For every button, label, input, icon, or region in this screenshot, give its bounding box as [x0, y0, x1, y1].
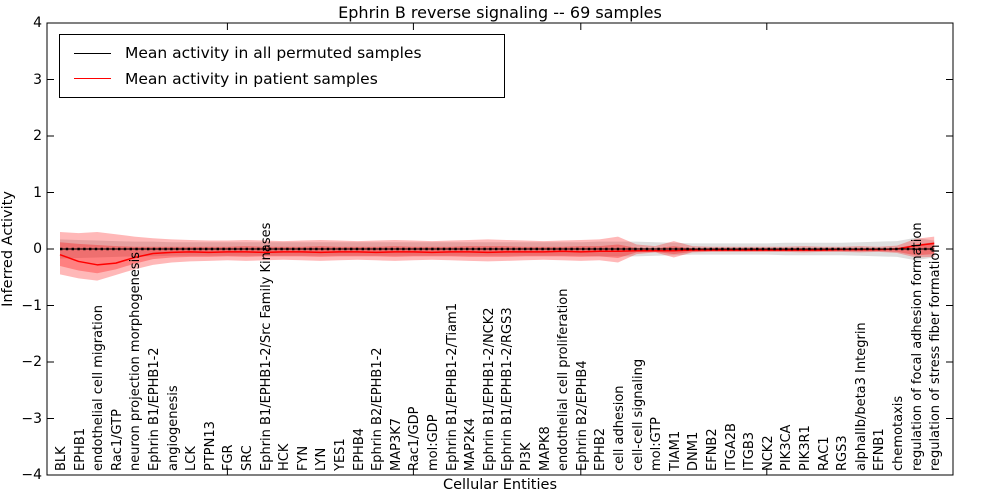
x-axis-label: Cellular Entities — [442, 477, 558, 493]
x-category-label: EPHB1 — [72, 427, 88, 471]
legend-entry-patient: Mean activity in patient samples — [68, 70, 496, 88]
x-category-label: Rac1/GDP — [407, 406, 423, 471]
x-category-label: FGR — [221, 444, 237, 471]
patient-mean-line — [59, 242, 935, 266]
x-category-label: PTPN13 — [202, 421, 218, 471]
x-category-label: MAPK8 — [537, 426, 553, 471]
x-category-label: ITGB3 — [742, 431, 758, 471]
x-category-label: Ephrin B2/EPHB4 — [574, 360, 590, 471]
permuted-line-swatch — [74, 52, 111, 54]
y-tick-label: −1 — [21, 297, 42, 314]
y-tick-label: 0 — [33, 241, 42, 257]
x-category-label: neuron projection morphogenesis — [128, 252, 144, 471]
x-category-label: HCK — [277, 443, 293, 471]
x-category-label: regulation of stress fiber formation — [928, 244, 944, 471]
x-category-label: endothelial cell proliferation — [556, 288, 572, 472]
y-tick-label: 2 — [33, 128, 42, 144]
x-category-label: PI3K — [519, 442, 534, 471]
x-category-label: TIAM1 — [667, 430, 683, 471]
x-category-label: MAP2K4 — [463, 417, 479, 471]
x-category-label: Ephrin B1/EPHB1-2/Tiam1 — [444, 302, 460, 471]
x-category-label: EFNB1 — [872, 428, 888, 471]
y-tick-label: −4 — [21, 467, 42, 483]
x-category-label: NCK2 — [760, 435, 776, 471]
legend-label-permuted: Mean activity in all permuted samples — [125, 44, 422, 63]
y-tick-label: 4 — [33, 15, 42, 31]
x-category-label: ITGA2B — [723, 423, 739, 471]
x-category-label: alphaIIb/beta3 Integrin — [853, 322, 869, 471]
x-category-label: Ephrin B1/EPHB1-2/RGS3 — [500, 307, 516, 471]
x-category-label: EFNB2 — [705, 428, 720, 471]
x-category-label: LCK — [184, 446, 200, 471]
x-category-label: Ephrin B1/EPHB1-2/Src Family Kinases — [258, 222, 274, 471]
x-category-label: YES1 — [333, 438, 348, 471]
x-category-label: EPHB4 — [351, 427, 367, 471]
x-category-label: cell-cell signaling — [630, 358, 646, 471]
x-category-label: endothelial cell migration — [91, 305, 107, 471]
x-category-label: PIK3CA — [779, 424, 795, 471]
y-tick-label: −3 — [21, 410, 42, 427]
x-category-label: Ephrin B1/EPHB1-2/NCK2 — [481, 307, 497, 471]
x-category-label: angiogenesis — [165, 385, 181, 471]
x-category-label: Rac1/GTP — [109, 409, 125, 471]
y-tick-label: 1 — [33, 184, 42, 201]
x-category-label: Ephrin B1/EPHB1-2 — [147, 347, 162, 471]
x-category-label: DNM1 — [686, 431, 702, 471]
x-category-label: MAP3K7 — [388, 417, 404, 471]
x-category-label: RAC1 — [816, 436, 832, 471]
x-category-label: mol:GTP — [649, 417, 665, 471]
x-category-label: mol:GDP — [426, 414, 441, 471]
patient-samples-spread-outer-band — [60, 232, 935, 281]
x-category-label: FYN — [295, 445, 311, 471]
x-category-label: cell adhesion — [612, 385, 627, 471]
legend-entry-permuted: Mean activity in all permuted samples — [68, 44, 496, 62]
legend-label-patient: Mean activity in patient samples — [125, 69, 378, 88]
x-category-label: RGS3 — [835, 435, 851, 471]
x-category-label: Ephrin B2/EPHB1-2 — [370, 347, 386, 471]
x-category-label: BLK — [54, 446, 69, 471]
x-category-label: regulation of focal adhesion formation — [909, 222, 925, 471]
x-category-label: SRC — [240, 445, 255, 471]
x-category-label: PIK3R1 — [798, 425, 813, 471]
patient-line-swatch — [74, 78, 111, 80]
chart-title: Ephrin B reverse signaling -- 69 samples — [338, 3, 662, 22]
y-tick-label: 3 — [33, 71, 42, 88]
x-category-label: chemotaxis — [891, 395, 906, 471]
legend: Mean activity in all permuted samples Me… — [59, 34, 505, 98]
x-category-label: LYN — [314, 447, 330, 471]
x-category-label: EPHB2 — [593, 427, 609, 471]
y-tick-label: −2 — [21, 354, 42, 370]
